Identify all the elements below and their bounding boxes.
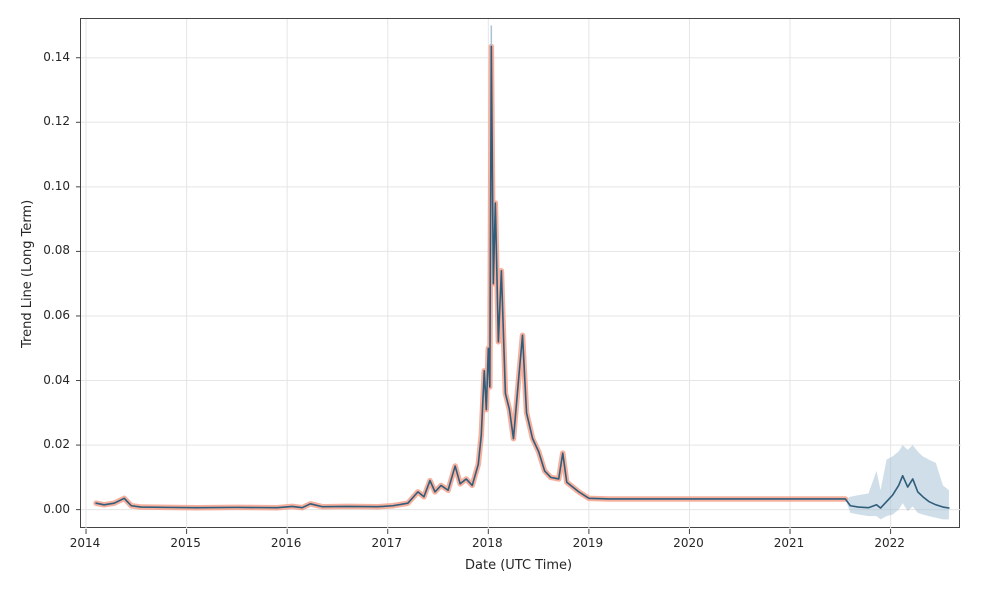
y-tick-label: 0.04	[43, 373, 70, 387]
actual-series-line	[96, 46, 949, 508]
x-tick-label: 2021	[774, 536, 805, 550]
x-axis-label: Date (UTC Time)	[465, 558, 572, 573]
y-tick-label: 0.12	[43, 114, 70, 128]
x-tick-label: 2020	[673, 536, 704, 550]
x-tick-label: 2017	[371, 536, 402, 550]
x-tick-label: 2018	[472, 536, 503, 550]
x-tick-label: 2019	[573, 536, 604, 550]
trend-highlight-line	[96, 46, 845, 507]
y-tick-label: 0.02	[43, 437, 70, 451]
chart-plot	[81, 19, 961, 529]
y-tick-label: 0.00	[43, 502, 70, 516]
x-tick-label: 2022	[874, 536, 905, 550]
y-tick-label: 0.06	[43, 308, 70, 322]
chart-figure: Trend Line (Long Term) Date (UTC Time) 2…	[0, 0, 989, 590]
forecast-band	[845, 445, 949, 519]
y-tick-label: 0.10	[43, 179, 70, 193]
x-tick-label: 2014	[70, 536, 101, 550]
x-tick-label: 2016	[271, 536, 302, 550]
x-tick-label: 2015	[170, 536, 201, 550]
y-tick-label: 0.08	[43, 243, 70, 257]
y-tick-label: 0.14	[43, 50, 70, 64]
y-axis-label: Trend Line (Long Term)	[20, 200, 35, 348]
chart-axes	[80, 18, 960, 528]
